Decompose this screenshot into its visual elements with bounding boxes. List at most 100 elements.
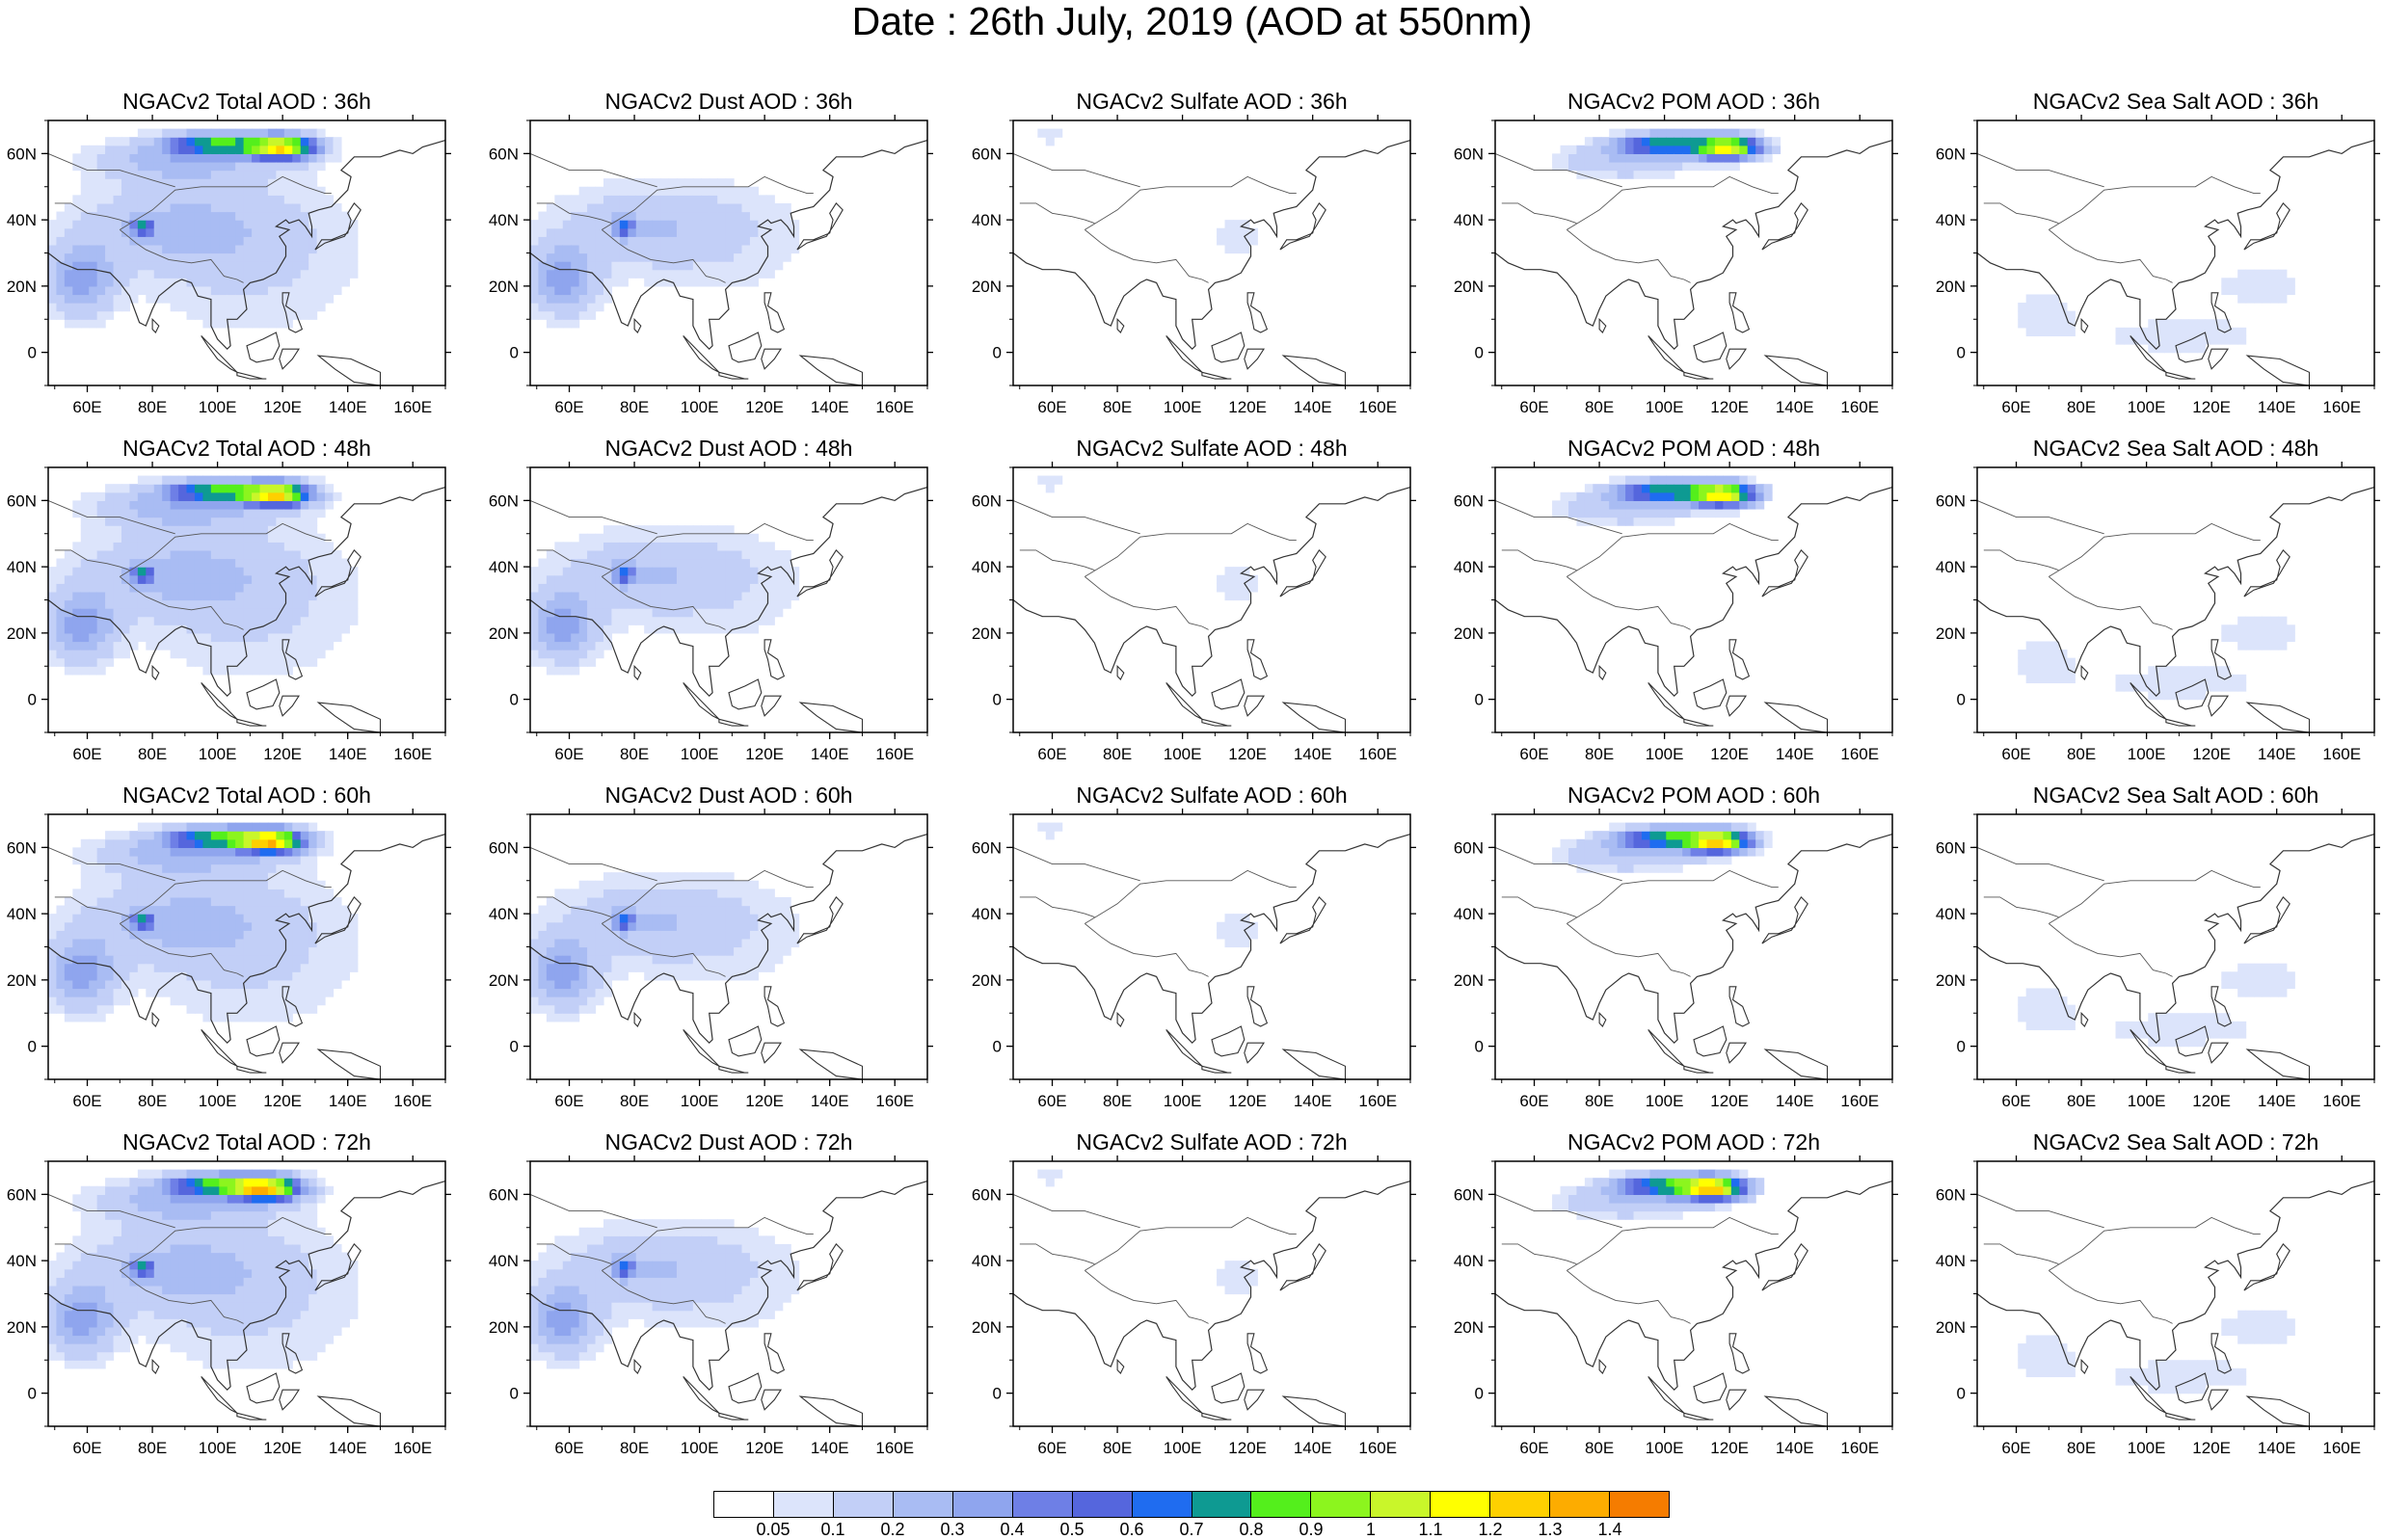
aod-cell (579, 592, 588, 600)
island-outline (1117, 1013, 1124, 1026)
aod-cell (1715, 129, 1724, 138)
aod-cell (620, 567, 629, 575)
aod-cell (1731, 476, 1740, 485)
aod-cell (89, 575, 97, 584)
aod-cell (2156, 335, 2165, 344)
aod-cell (171, 137, 179, 146)
aod-cell (701, 261, 710, 270)
aod-cell (301, 847, 309, 856)
aod-cell (292, 823, 301, 832)
aod-cell (195, 939, 203, 947)
aod-cell (2116, 675, 2125, 683)
aod-cell (268, 278, 277, 286)
aod-cell (1576, 492, 1585, 501)
aod-cell (260, 212, 269, 221)
aod-cell (571, 914, 579, 922)
aod-cell (611, 245, 620, 253)
aod-cell (72, 624, 81, 633)
aod-cell (341, 617, 350, 625)
aod-cell (105, 906, 114, 915)
aod-cell (171, 500, 179, 509)
aod-cell (538, 964, 547, 972)
aod-cell (333, 633, 341, 642)
aod-cell (219, 831, 228, 839)
aod-cell (587, 641, 596, 650)
aod-cell (1674, 162, 1683, 171)
aod-cell (766, 195, 775, 203)
aod-cell (547, 617, 555, 625)
aod-cell (114, 153, 122, 162)
aod-cell (146, 162, 154, 171)
aod-cell (129, 889, 138, 897)
island-outline (318, 356, 380, 385)
aod-cell (538, 567, 547, 575)
aod-cell (235, 666, 244, 675)
aod-cell (81, 245, 90, 253)
aod-cell (677, 955, 685, 964)
aod-cell (162, 484, 171, 492)
aod-cell (211, 658, 220, 667)
aod-cell (252, 319, 260, 328)
aod-cell (628, 964, 636, 972)
aod-cell (81, 847, 90, 856)
aod-cell (178, 930, 187, 939)
aod-cell (734, 583, 742, 592)
country-border (1085, 229, 1208, 282)
aod-cell (105, 509, 114, 518)
aod-cell (587, 220, 596, 228)
aod-cell (81, 303, 90, 311)
aod-cell (219, 897, 228, 906)
aod-cell (1691, 509, 1700, 518)
aod-cell (97, 988, 106, 996)
aod-cell (2050, 666, 2059, 675)
aod-cell (65, 897, 73, 906)
aod-cell (308, 831, 317, 839)
aod-cell (162, 641, 171, 650)
aod-cell (211, 245, 220, 253)
aod-cell (1241, 939, 1249, 947)
aod-cell (114, 525, 122, 534)
aod-cell (89, 1013, 97, 1022)
aod-cell (1748, 492, 1756, 501)
aod-cell (317, 303, 326, 311)
aod-cell (178, 583, 187, 592)
aod-cell (129, 971, 138, 980)
aod-cell (211, 906, 220, 915)
aod-cell (538, 1005, 547, 1014)
aod-cell (750, 550, 759, 559)
aod-cell (260, 823, 269, 832)
aod-cell (114, 847, 122, 856)
aod-cell (669, 922, 678, 931)
aod-cell (2205, 675, 2213, 683)
aod-cell (121, 996, 130, 1005)
aod-cell (178, 996, 187, 1005)
aod-cell (114, 261, 122, 270)
aod-cell (228, 220, 236, 228)
coastline (1013, 141, 1410, 350)
aod-cell (252, 236, 260, 245)
aod-cell (301, 641, 309, 650)
x-tick-label: 160E (1840, 398, 1879, 416)
aod-cell (596, 303, 604, 311)
aod-cell (171, 831, 179, 839)
aod-cell (202, 996, 211, 1005)
y-tick-label: 20N (1936, 624, 1966, 643)
aod-cell (2287, 624, 2295, 633)
aod-cell (587, 303, 596, 311)
aod-cell (97, 319, 106, 328)
aod-cell (317, 650, 326, 658)
panel-title: NGACv2 Total AOD : 60h (122, 783, 371, 808)
island-outline (2081, 319, 2088, 332)
aod-cell (97, 492, 106, 501)
aod-cell (187, 947, 196, 956)
aod-cell (114, 294, 122, 303)
aod-cell (636, 583, 645, 592)
aod-cell (1046, 129, 1055, 138)
aod-cell (228, 600, 236, 609)
aod-cell (129, 872, 138, 881)
aod-cell (146, 253, 154, 262)
aod-cell (701, 881, 710, 889)
aod-cell (178, 600, 187, 609)
aod-cell (187, 195, 196, 203)
